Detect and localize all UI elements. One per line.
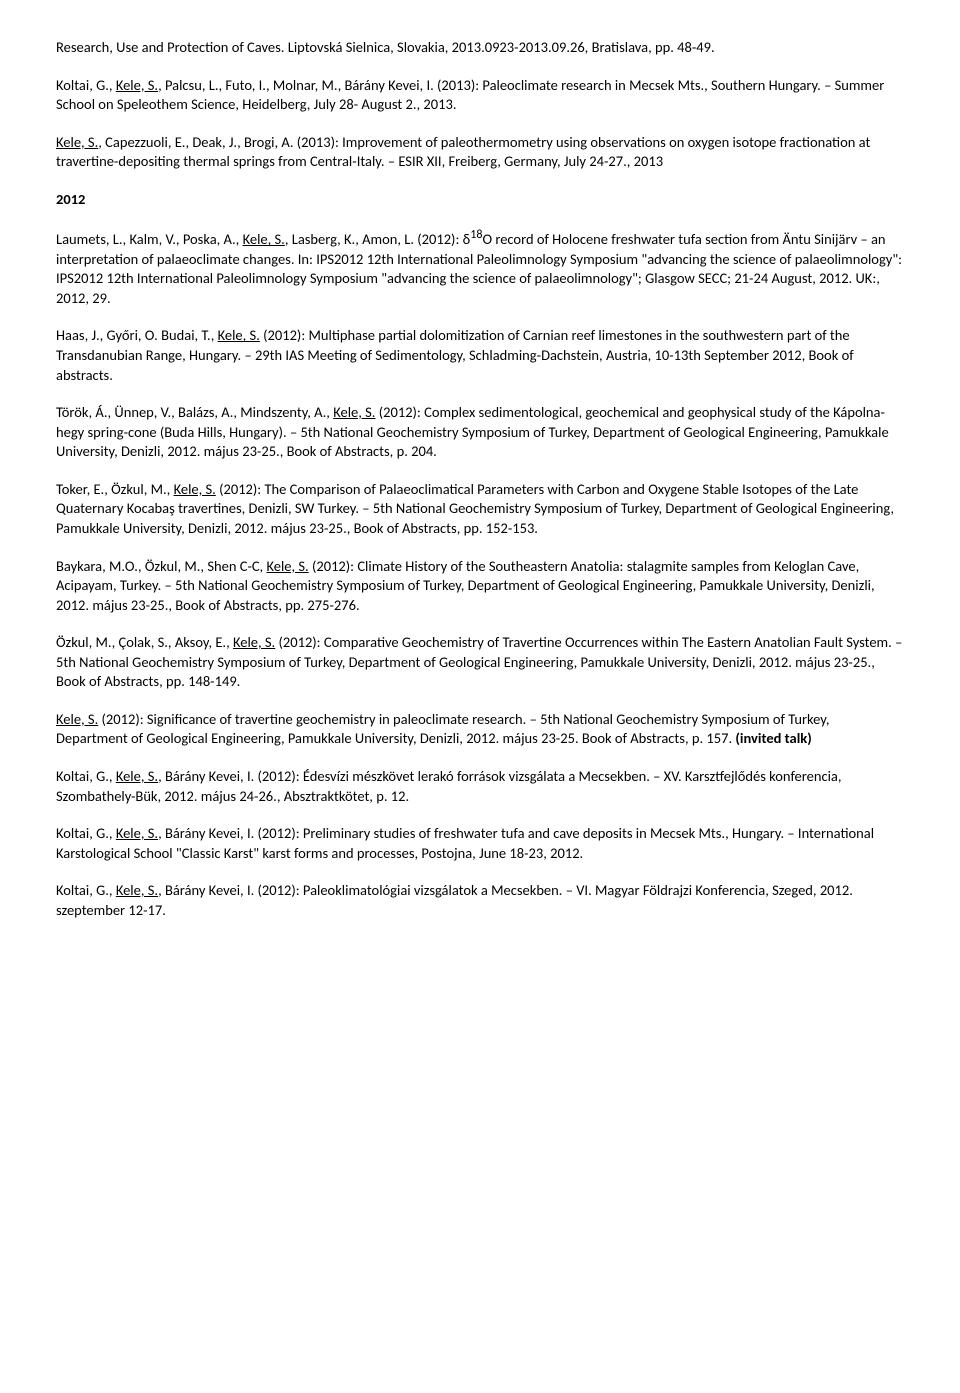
ref-text: Haas, J., Győri, O. Budai, T., [56, 326, 218, 344]
author-highlight: Kele, S. [218, 326, 260, 344]
author-highlight: Kele, S. [174, 480, 216, 498]
invited-talk-label: (invited talk) [735, 729, 811, 747]
reference-entry: Koltai, G., Kele, S., Bárány Kevei, I. (… [56, 824, 904, 863]
reference-entry: Koltai, G., Kele, S., Palcsu, L., Futo, … [56, 76, 904, 115]
reference-entry: Research, Use and Protection of Caves. L… [56, 38, 904, 58]
reference-entry: Laumets, L., Kalm, V., Poska, A., Kele, … [56, 227, 904, 308]
reference-entry: Özkul, M., Çolak, S., Aksoy, E., Kele, S… [56, 633, 904, 692]
reference-entry: Koltai, G., Kele, S., Bárány Kevei, I. (… [56, 881, 904, 920]
ref-text: Özkul, M., Çolak, S., Aksoy, E., [56, 633, 233, 651]
author-highlight: Kele, S. [266, 557, 308, 575]
author-highlight: Kele, S. [233, 633, 275, 651]
author-highlight: Kele, S. [56, 710, 98, 728]
reference-entry: Kele, S. (2012): Significance of travert… [56, 710, 904, 749]
reference-entry: Török, Á., Ünnep, V., Balázs, A., Mindsz… [56, 403, 904, 462]
author-highlight: Kele, S. [333, 403, 375, 421]
reference-entry: Kele, S., Capezzuoli, E., Deak, J., Brog… [56, 133, 904, 172]
author-highlight: Kele, S. [116, 881, 158, 899]
ref-text: Török, Á., Ünnep, V., Balázs, A., Mindsz… [56, 403, 333, 421]
ref-text: Koltai, G., [56, 881, 116, 899]
ref-text: , Palcsu, L., Futo, I., Molnar, M., Bárá… [56, 76, 884, 114]
author-highlight: Kele, S. [116, 767, 158, 785]
ref-text: (2012): Significance of travertine geoch… [56, 710, 829, 748]
ref-text: Koltai, G., [56, 824, 116, 842]
ref-text: Koltai, G., [56, 76, 116, 94]
author-highlight: Kele, S. [116, 76, 158, 94]
author-highlight: Kele, S. [56, 133, 98, 151]
ref-text: , Bárány Kevei, I. (2012): Preliminary s… [56, 824, 874, 862]
reference-entry: Haas, J., Győri, O. Budai, T., Kele, S. … [56, 326, 904, 385]
ref-text: , Capezzuoli, E., Deak, J., Brogi, A. (2… [56, 133, 870, 171]
ref-text: Laumets, L., Kalm, V., Poska, A., [56, 230, 243, 248]
author-highlight: Kele, S. [243, 230, 285, 248]
ref-text: Research, Use and Protection of Caves. L… [56, 38, 715, 56]
ref-text: Toker, E., Özkul, M., [56, 480, 174, 498]
reference-entry: Toker, E., Özkul, M., Kele, S. (2012): T… [56, 480, 904, 539]
ref-text: , Lasberg, K., Amon, L. (2012): δ [285, 230, 470, 248]
author-highlight: Kele, S. [116, 824, 158, 842]
ref-text: , Bárány Kevei, I. (2012): Édesvízi mész… [56, 767, 841, 805]
isotope-sup: 18 [470, 227, 482, 242]
ref-text: , Bárány Kevei, I. (2012): Paleoklimatol… [56, 881, 853, 919]
reference-entry: Koltai, G., Kele, S., Bárány Kevei, I. (… [56, 767, 904, 806]
ref-text: Koltai, G., [56, 767, 116, 785]
ref-text: Baykara, M.O., Özkul, M., Shen C-C, [56, 557, 266, 575]
year-heading: 2012 [56, 190, 904, 210]
reference-entry: Baykara, M.O., Özkul, M., Shen C-C, Kele… [56, 557, 904, 616]
